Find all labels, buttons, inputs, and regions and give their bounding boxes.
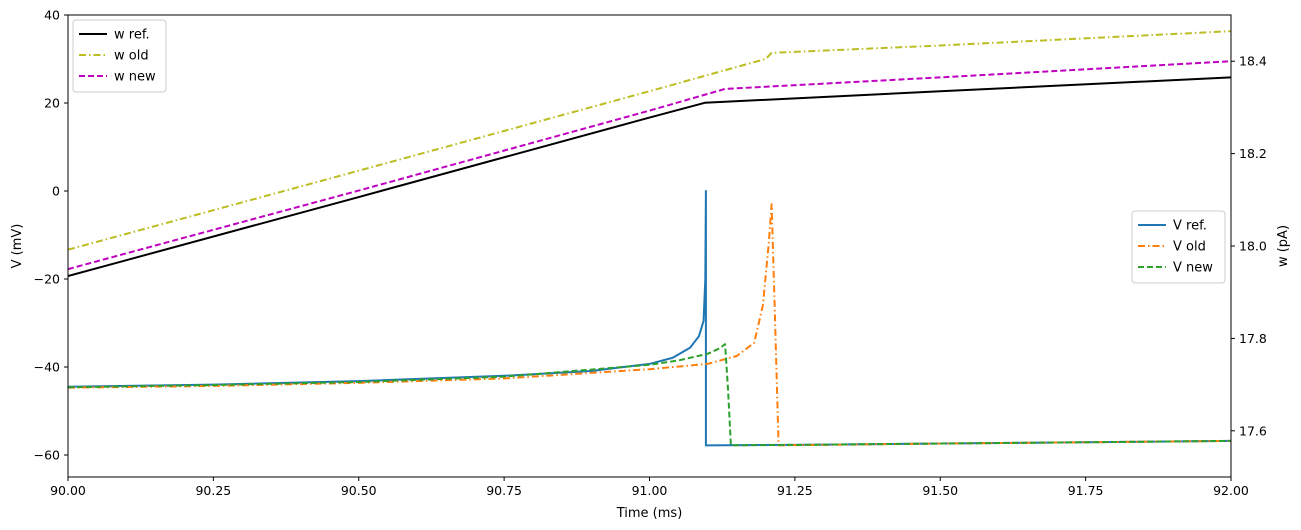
x-tick-label: 91.50 — [922, 483, 958, 498]
x-tick-label: 90.00 — [50, 483, 86, 498]
legend-box — [1131, 210, 1226, 284]
y-tick-label-left: −20 — [34, 272, 60, 287]
legend-center-right: V ref. V old V new — [1131, 210, 1226, 284]
series-line-6 — [68, 343, 1231, 447]
plot-frame — [67, 14, 1232, 478]
y-axis-label-right: w (pA) — [1276, 225, 1291, 267]
y-axis-label-left: V (mV) — [10, 224, 25, 269]
series-line-3 — [68, 60, 1231, 271]
legend-label: V old — [1173, 240, 1206, 255]
legend-label: w old — [114, 49, 149, 64]
legend-label: w ref. — [114, 28, 150, 43]
y-tick-label-right: 18.2 — [1239, 146, 1267, 161]
legend-label: V new — [1173, 261, 1213, 276]
legend-label: w new — [114, 70, 156, 85]
x-tick-label: 90.50 — [341, 483, 377, 498]
y-tick-label-left: −60 — [34, 448, 60, 463]
series-line-2 — [68, 30, 1231, 251]
x-tick-label: 90.75 — [486, 483, 522, 498]
series-line-5 — [68, 203, 1231, 447]
series-line-1 — [68, 76, 1231, 277]
y-axis-left: 40 20 0 −20 −40 −60 — [34, 8, 68, 463]
x-tick-label: 91.25 — [777, 483, 813, 498]
y-axis-right: 18.4 18.2 18.0 17.8 17.6 — [1231, 54, 1267, 438]
y-tick-label-right: 18.0 — [1239, 239, 1267, 254]
legend-box — [72, 19, 167, 93]
y-tick-label-right: 18.4 — [1239, 54, 1267, 69]
y-tick-label-left: 20 — [44, 96, 60, 111]
y-tick-label-left: 0 — [52, 184, 60, 199]
y-tick-label-right: 17.8 — [1239, 331, 1267, 346]
x-tick-label: 90.25 — [195, 483, 231, 498]
x-axis: 90.00 90.25 90.50 90.75 91.00 91.25 91.50 91.75… — [50, 477, 1249, 498]
x-tick-label: 91.00 — [632, 483, 668, 498]
x-axis-label: Time (ms) — [616, 506, 683, 521]
x-tick-label: 91.75 — [1068, 483, 1104, 498]
legend-upper-left: w ref. w old w new — [72, 19, 167, 93]
x-tick-label: 92.00 — [1213, 483, 1249, 498]
y-tick-label-left: 40 — [44, 8, 60, 23]
y-tick-label-left: −40 — [34, 360, 60, 375]
series-layer — [68, 30, 1231, 447]
legend-label: V ref. — [1173, 219, 1207, 234]
y-tick-label-right: 17.6 — [1239, 423, 1267, 438]
legends: w ref. w old w new V ref. V old V new — [72, 19, 1226, 284]
